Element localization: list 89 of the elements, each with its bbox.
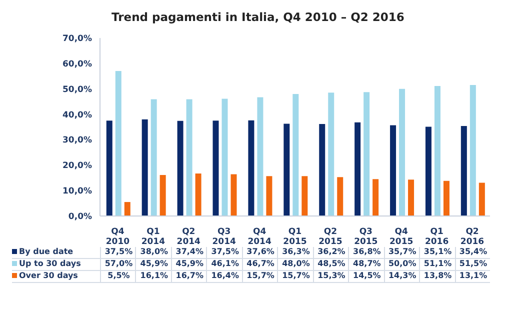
x-tick-label: Q2 2014 (176, 227, 201, 247)
x-tick-label: Q3 2014 (212, 227, 236, 247)
data-label: 36,2% (312, 247, 350, 258)
data-label: 37,5% (100, 247, 136, 258)
data-label: 51,5% (454, 259, 491, 270)
bar (257, 97, 264, 216)
bar (284, 124, 290, 216)
x-tick-label: Q2 2015 (318, 227, 342, 247)
bar (337, 177, 344, 216)
data-label: 46,1% (206, 259, 243, 270)
data-label: 35,7% (384, 247, 420, 258)
bar (186, 99, 192, 216)
bar (460, 126, 467, 216)
bar (150, 99, 157, 216)
data-label: 45,9% (170, 259, 208, 270)
data-label: 15,7% (277, 271, 314, 282)
bar (354, 122, 361, 216)
data-label: 37,5% (206, 247, 243, 258)
data-label: 37,6% (242, 247, 278, 258)
x-tick-label: Q1 2016 (424, 227, 449, 247)
data-label: 15,3% (312, 271, 350, 282)
x-tick-label: Q2 2016 (460, 227, 484, 247)
legend-label: Over 30 days (19, 271, 78, 280)
y-tick-label: 60,0% (62, 59, 92, 70)
bar (222, 98, 228, 216)
y-tick-label: 10,0% (62, 186, 92, 197)
bar (195, 174, 202, 216)
bar (292, 94, 299, 216)
y-tick-label: 0,0% (68, 212, 92, 222)
data-label: 14,3% (384, 271, 420, 282)
data-label: 48,0% (277, 259, 314, 270)
data-label: 35,1% (419, 247, 456, 258)
y-tick-label: 30,0% (62, 136, 92, 146)
bar (364, 92, 370, 216)
x-tick-label: Q4 2015 (390, 227, 414, 247)
data-label: 16,4% (206, 271, 243, 282)
bar (248, 120, 254, 216)
bar (124, 202, 130, 216)
bar (177, 120, 184, 216)
y-tick-label: 70,0% (62, 34, 92, 44)
bar (160, 175, 166, 216)
data-label: 35,4% (454, 247, 491, 258)
data-label: 46,7% (242, 259, 278, 270)
bar (390, 125, 396, 216)
data-label: 15,7% (242, 271, 278, 282)
bar (408, 180, 414, 216)
data-label: 13,1% (454, 271, 491, 282)
x-tick-label: Q1 2015 (283, 227, 307, 247)
bar (372, 179, 379, 216)
data-label: 37,4% (170, 247, 208, 258)
data-label: 13,8% (419, 271, 456, 282)
legend-label: By due date (19, 247, 74, 256)
bar (425, 126, 432, 216)
bar (319, 124, 326, 216)
chart-title: Trend pagamenti in Italia, Q4 2010 – Q2 2016 (110, 10, 406, 24)
bar (478, 182, 485, 216)
data-label: 14,5% (348, 271, 385, 282)
legend-label: Up to 30 days (19, 259, 81, 268)
data-label: 50,0% (384, 259, 420, 270)
y-tick-label: 40,0% (62, 110, 92, 120)
bar (106, 120, 112, 216)
bar (212, 120, 219, 216)
data-label: 36,3% (277, 247, 314, 258)
bar (443, 180, 450, 216)
bar (328, 92, 334, 216)
data-label: 5,5% (100, 271, 136, 282)
data-label: 16,1% (135, 271, 172, 282)
y-tick-label: 50,0% (62, 84, 92, 95)
x-tick-label: Q3 2015 (354, 227, 378, 247)
x-tick-label: Q4 2014 (248, 227, 272, 247)
y-tick-label: 20,0% (62, 161, 92, 172)
data-label: 48,7% (348, 259, 385, 270)
bar (434, 86, 440, 216)
data-label: 57,0% (100, 259, 136, 270)
bar (115, 71, 122, 216)
bar (266, 176, 272, 216)
data-label: 16,7% (170, 271, 208, 282)
bar (399, 88, 406, 216)
data-label: 38,0% (135, 247, 172, 258)
bar (470, 85, 476, 216)
x-tick-label: Q1 2014 (141, 227, 166, 247)
data-label: 51,1% (419, 259, 456, 270)
bar (302, 176, 308, 216)
data-label: 48,5% (312, 259, 350, 270)
x-tick-label: Q4 2010 (106, 227, 130, 247)
data-label: 45,9% (135, 259, 172, 270)
bar (142, 119, 148, 216)
bar (230, 174, 237, 216)
data-label: 36,8% (348, 247, 385, 258)
